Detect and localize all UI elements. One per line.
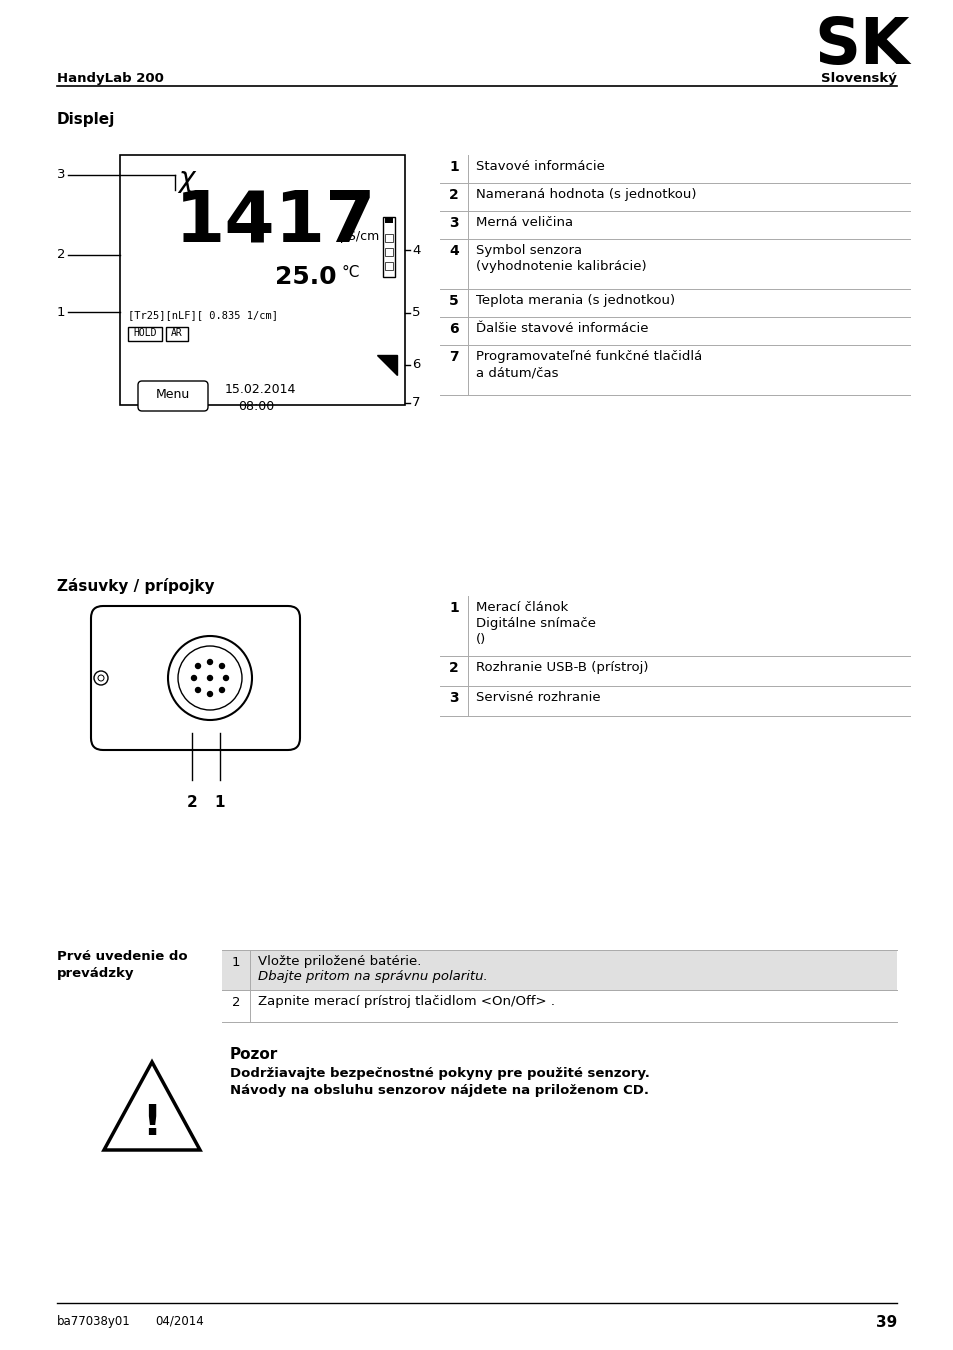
Polygon shape (376, 355, 396, 375)
Bar (385, 248, 393, 256)
Text: 1: 1 (232, 956, 240, 969)
Text: Teplota merania (s jednotkou): Teplota merania (s jednotkou) (476, 294, 675, 306)
Bar (385, 234, 393, 242)
Text: Menu: Menu (155, 387, 190, 401)
Text: Dbajte pritom na správnu polaritu.: Dbajte pritom na správnu polaritu. (257, 971, 487, 983)
Circle shape (94, 671, 108, 684)
Bar (385, 217, 393, 223)
Text: Dodržiavajte bezpečnostné pokyny pre použité senzory.
Návody na obsluhu senzorov: Dodržiavajte bezpečnostné pokyny pre pou… (230, 1066, 649, 1098)
Text: SK: SK (814, 15, 909, 77)
Bar (222, 950, 896, 990)
Text: Stavové informácie: Stavové informácie (476, 161, 604, 173)
Text: Pozor: Pozor (230, 1048, 278, 1062)
Text: Nameraná hodnota (s jednotkou): Nameraná hodnota (s jednotkou) (476, 188, 696, 201)
Text: 2: 2 (57, 248, 66, 262)
Text: μS/cm: μS/cm (339, 230, 379, 243)
Text: χ: χ (178, 165, 194, 193)
Circle shape (219, 663, 224, 668)
Text: AR: AR (171, 328, 183, 338)
Bar (128, 327, 162, 342)
Bar (166, 327, 188, 342)
Text: 6: 6 (412, 359, 420, 371)
Text: [Tr25][nLF][ 0.835 1/cm]: [Tr25][nLF][ 0.835 1/cm] (128, 310, 277, 320)
Circle shape (208, 691, 213, 697)
Text: 4: 4 (412, 243, 420, 256)
Circle shape (195, 687, 200, 693)
Circle shape (223, 675, 229, 680)
Circle shape (219, 687, 224, 693)
Text: 1: 1 (449, 161, 458, 174)
Text: 7: 7 (449, 350, 458, 365)
Circle shape (178, 647, 242, 710)
Text: Rozhranie USB-B (prístroj): Rozhranie USB-B (prístroj) (476, 662, 648, 674)
Text: 5: 5 (412, 306, 420, 320)
Text: Symbol senzora
(vyhodnotenie kalibrácie): Symbol senzora (vyhodnotenie kalibrácie) (476, 244, 646, 273)
Text: 04/2014: 04/2014 (154, 1315, 204, 1328)
Text: Ďalšie stavové informácie: Ďalšie stavové informácie (476, 323, 648, 335)
Circle shape (98, 675, 104, 680)
Text: Vložte priložené batérie.: Vložte priložené batérie. (257, 954, 421, 968)
Text: 1417: 1417 (174, 188, 376, 256)
Text: 2: 2 (232, 996, 240, 1008)
FancyBboxPatch shape (138, 381, 208, 410)
Circle shape (168, 636, 252, 720)
Text: 6: 6 (449, 323, 458, 336)
FancyBboxPatch shape (91, 606, 299, 751)
Polygon shape (104, 1062, 200, 1150)
Bar (385, 262, 393, 270)
Text: ba77038y01: ba77038y01 (57, 1315, 131, 1328)
Text: 25.0: 25.0 (274, 265, 336, 289)
Text: Servisné rozhranie: Servisné rozhranie (476, 691, 600, 703)
Text: 2: 2 (449, 188, 458, 202)
Text: 1: 1 (214, 795, 225, 810)
Bar (382, 217, 395, 277)
Text: Prvé uvedenie do
prevádzky: Prvé uvedenie do prevádzky (57, 950, 188, 980)
Text: 3: 3 (449, 216, 458, 230)
Text: 1: 1 (57, 305, 66, 319)
Text: 3: 3 (57, 169, 66, 181)
Text: 3: 3 (449, 691, 458, 705)
Text: HOLD: HOLD (133, 328, 156, 338)
Text: 39: 39 (875, 1315, 896, 1330)
Text: Programovateľné funkčné tlačidlá
a dátum/čas: Programovateľné funkčné tlačidlá a dátum… (476, 350, 701, 379)
Text: 4: 4 (449, 244, 458, 258)
Text: 5: 5 (449, 294, 458, 308)
Text: Zásuvky / prípojky: Zásuvky / prípojky (57, 578, 214, 594)
Circle shape (192, 675, 196, 680)
Text: Merací článok
Digitálne snímače
(): Merací článok Digitálne snímače () (476, 601, 596, 647)
Text: 1: 1 (449, 601, 458, 616)
Text: !: ! (142, 1102, 161, 1143)
Text: Zapnite merací prístroj tlačidlom <On/Off> .: Zapnite merací prístroj tlačidlom <On/Of… (257, 995, 555, 1008)
Text: 15.02.2014: 15.02.2014 (225, 383, 296, 396)
Text: °C: °C (341, 265, 360, 279)
Circle shape (195, 663, 200, 668)
Text: Slovenský: Slovenský (821, 72, 896, 85)
Text: 2: 2 (187, 795, 197, 810)
Bar (120, 155, 405, 405)
Text: HandyLab 200: HandyLab 200 (57, 72, 164, 85)
Text: 2: 2 (449, 662, 458, 675)
Circle shape (208, 660, 213, 664)
Text: Displej: Displej (57, 112, 115, 127)
Text: Merná veličina: Merná veličina (476, 216, 573, 230)
Text: 7: 7 (412, 397, 420, 409)
Circle shape (208, 675, 213, 680)
Text: 08:00: 08:00 (237, 400, 274, 413)
